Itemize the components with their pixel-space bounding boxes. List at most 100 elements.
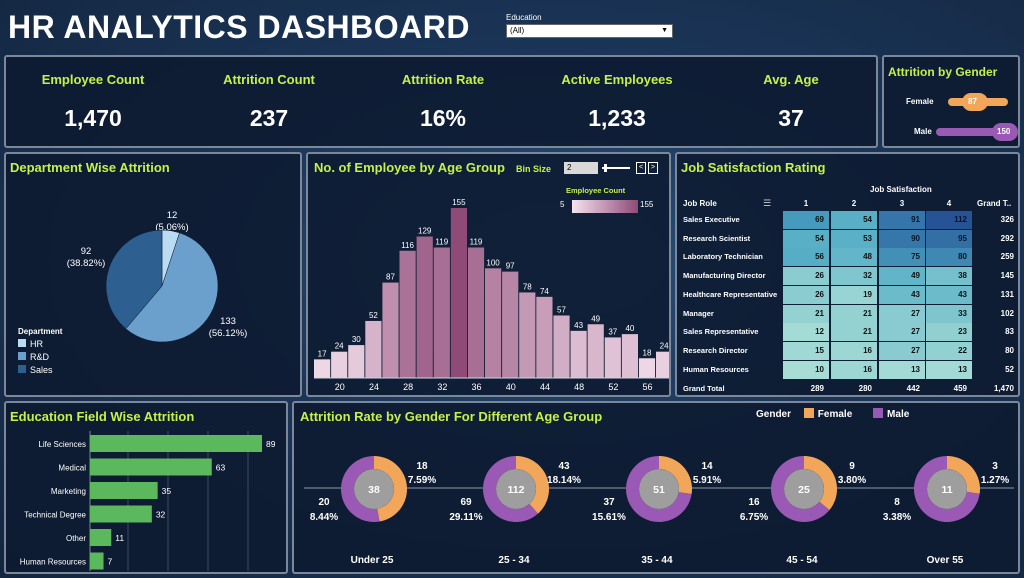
heatmap-row-label: Manufacturing Director xyxy=(683,271,766,281)
heatmap-cell[interactable]: 27 xyxy=(879,304,925,323)
heatmap-cell[interactable]: 43 xyxy=(926,285,972,304)
heatmap-cell[interactable]: 21 xyxy=(783,304,829,323)
age-group-label: 25 - 34 xyxy=(498,555,530,566)
gender-legend: Gender Female Male xyxy=(756,408,909,420)
heatmap-cell[interactable]: 54 xyxy=(783,229,829,248)
donut-total-label: 38 xyxy=(368,484,380,496)
legend-item-male[interactable]: Male xyxy=(873,408,909,420)
heatmap-cell[interactable]: 16 xyxy=(831,341,877,360)
heatmap-row-total: 52 xyxy=(1005,364,1014,374)
age-group-panel: No. of Employee by Age Group Bin Size 2 … xyxy=(306,152,671,397)
edu-bar xyxy=(90,505,152,523)
heatmap-cell[interactable]: 16 xyxy=(831,360,877,379)
chevron-down-icon: ▼ xyxy=(661,27,668,34)
heatmap-cell[interactable]: 32 xyxy=(831,267,877,286)
slider-track[interactable] xyxy=(602,167,630,169)
heatmap-cell[interactable]: 10 xyxy=(783,360,829,379)
donut-segment-female xyxy=(947,456,980,494)
decrement-button[interactable]: < xyxy=(636,162,646,174)
edu-bar xyxy=(90,435,262,452)
male-pct-label: 29.11% xyxy=(449,512,482,523)
heatmap-cell[interactable]: 26 xyxy=(783,285,829,304)
gender-bar-female[interactable]: Female 87 xyxy=(884,93,1018,111)
legend-max: 155 xyxy=(640,200,654,209)
edu-bar xyxy=(90,529,112,546)
age-bar-label: 24 xyxy=(660,342,669,351)
age-bar-label: 52 xyxy=(369,311,378,320)
legend-item-rnd[interactable]: R&D xyxy=(18,352,62,365)
column-total: 459 xyxy=(953,384,967,394)
increment-button[interactable]: > xyxy=(648,162,658,174)
age-bar xyxy=(587,324,604,378)
heatmap-cell[interactable]: 43 xyxy=(879,285,925,304)
edu-bar-value: 7 xyxy=(108,557,113,567)
heatmap-cell[interactable]: 27 xyxy=(879,341,925,360)
sort-icon[interactable]: ☰ xyxy=(763,198,772,208)
grand-total-label: Grand Total xyxy=(683,384,725,394)
heatmap-cell[interactable]: 21 xyxy=(831,323,877,342)
donut-center xyxy=(639,469,679,509)
legend-item-sales[interactable]: Sales xyxy=(18,365,62,378)
female-count-label: 18 xyxy=(416,461,428,472)
bin-size-slider[interactable]: 2 < > xyxy=(564,162,658,174)
heatmap-col-header: 4 xyxy=(946,199,952,208)
donut-center xyxy=(354,469,394,509)
heatmap-cell[interactable]: 27 xyxy=(879,323,925,342)
donut-segment-male xyxy=(626,456,692,522)
employee-count-legend: Employee Count 5 155 xyxy=(560,186,656,213)
bin-size-input[interactable]: 2 xyxy=(564,162,598,174)
female-pct-label: 1.27% xyxy=(981,475,1009,486)
legend-item-female[interactable]: Female xyxy=(803,408,852,420)
age-bar xyxy=(399,250,416,378)
heatmap-cell[interactable]: 21 xyxy=(831,304,877,323)
role-header: Job Role xyxy=(683,199,717,208)
heatmap-cell[interactable]: 54 xyxy=(831,211,877,229)
gender-bar-label: Female xyxy=(906,97,934,106)
heatmap-cell[interactable]: 80 xyxy=(926,248,972,267)
grand-total-value: 1,470 xyxy=(993,384,1014,394)
heatmap-cell[interactable]: 23 xyxy=(926,323,972,342)
heatmap-cell[interactable]: 91 xyxy=(879,211,925,229)
heatmap-row-total: 326 xyxy=(1000,215,1014,224)
heatmap-cell[interactable]: 13 xyxy=(879,360,925,379)
heatmap-cell[interactable]: 15 xyxy=(783,341,829,360)
heatmap-cell[interactable]: 26 xyxy=(783,267,829,286)
heatmap-cell[interactable]: 49 xyxy=(879,267,925,286)
gender-bar-label: Male xyxy=(914,127,932,136)
heatmap-cell[interactable]: 13 xyxy=(926,360,972,379)
age-bar-label: 78 xyxy=(523,282,532,291)
legend-min: 5 xyxy=(560,200,565,209)
heatmap-cell[interactable]: 53 xyxy=(831,229,877,248)
heatmap-cell[interactable]: 95 xyxy=(926,229,972,248)
male-pct-label: 15.61% xyxy=(592,512,626,523)
kpi-value: 16% xyxy=(419,105,467,131)
gender-bar-male[interactable]: Male 150 xyxy=(884,123,1018,141)
donut-total-label: 25 xyxy=(798,484,810,496)
donut-segment-female xyxy=(659,456,692,495)
legend-item-hr[interactable]: HR xyxy=(18,339,62,352)
education-select[interactable]: (All) ▼ xyxy=(506,24,673,38)
gender-bar-value: 150 xyxy=(997,127,1011,136)
heatmap-cell[interactable]: 90 xyxy=(879,229,925,248)
age-tick-label: 48 xyxy=(574,382,584,392)
heatmap-cell[interactable]: 48 xyxy=(831,248,877,267)
heatmap-cell[interactable]: 33 xyxy=(926,304,972,323)
panel-title: Attrition by Gender xyxy=(888,65,998,79)
heatmap-col-header: 2 xyxy=(851,199,857,208)
donut-segment-female xyxy=(804,456,837,511)
heatmap-cell[interactable]: 69 xyxy=(783,211,829,229)
heatmap-cell[interactable]: 12 xyxy=(783,323,829,342)
heatmap-cell[interactable]: 112 xyxy=(926,211,972,229)
age-bar xyxy=(382,282,399,378)
heatmap-cell[interactable]: 38 xyxy=(926,267,972,286)
heatmap-cell[interactable]: 56 xyxy=(783,248,829,267)
donut-center xyxy=(784,469,824,509)
pie-slice-sales xyxy=(105,229,163,330)
heatmap-cell[interactable]: 75 xyxy=(879,248,925,267)
heatmap-cell[interactable]: 19 xyxy=(831,285,877,304)
slider-handle[interactable] xyxy=(604,164,607,172)
age-bar xyxy=(485,268,502,378)
age-bar-label: 18 xyxy=(643,348,652,357)
heatmap-cell[interactable]: 22 xyxy=(926,341,972,360)
heatmap-row-label: Manager xyxy=(683,308,714,318)
